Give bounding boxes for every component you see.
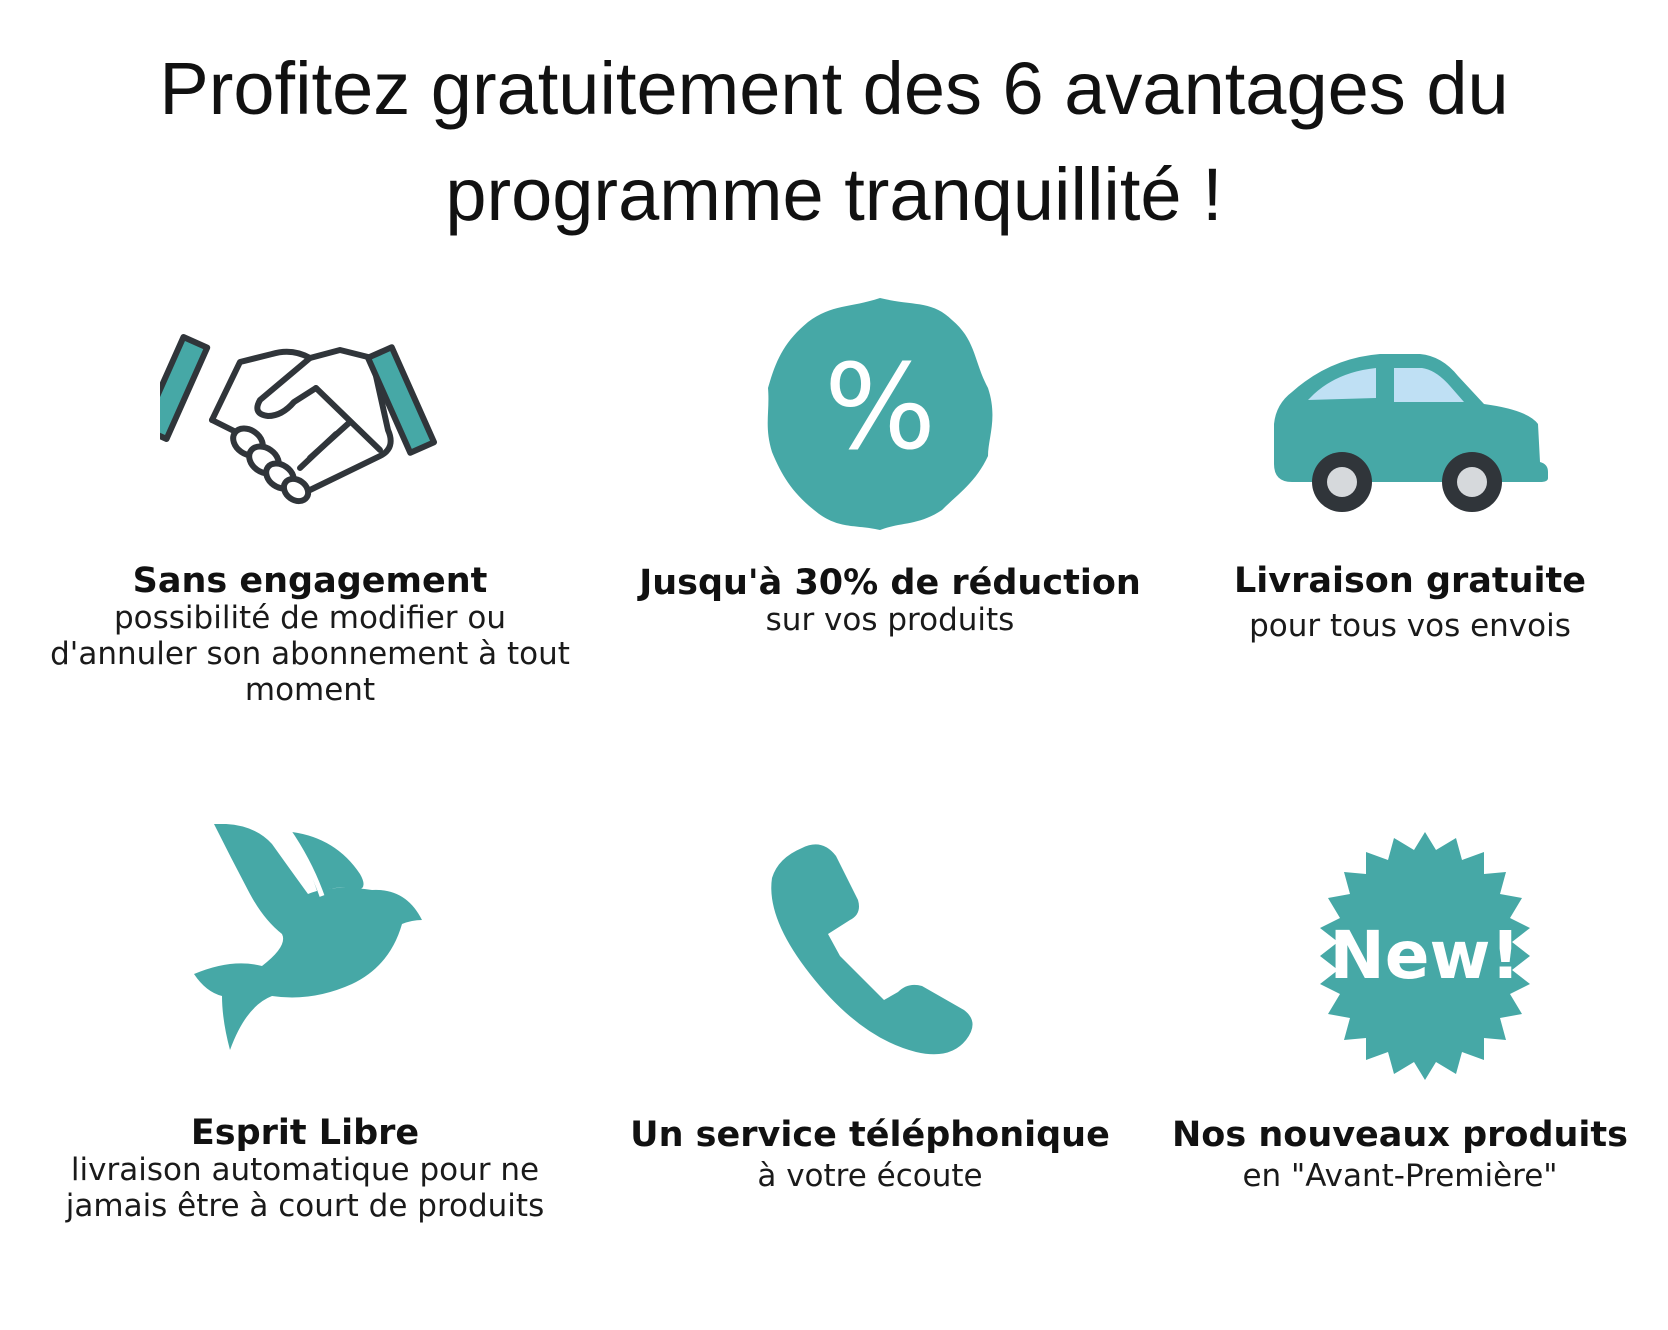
benefit-title: Sans engagement [132, 561, 488, 601]
benefit-esprit-libre: Esprit Libre livraison automatique pour … [40, 1114, 570, 1224]
page-title-line-2: programme tranquillité ! [445, 153, 1223, 236]
benefit-title: Esprit Libre [190, 1113, 420, 1153]
benefit-livraison-gratuite: Livraison gratuite pour tous vos envois [1160, 562, 1660, 644]
benefit-service-telephonique: Un service téléphonique à votre écoute [600, 1116, 1140, 1194]
percent-symbol: % [824, 338, 936, 476]
benefit-reduction: Jusqu'à 30% de réduction sur vos produit… [620, 564, 1160, 638]
benefit-description: livraison automatique pour ne jamais êtr… [65, 1152, 545, 1224]
page-title: Profitez gratuitement des 6 avantages du… [84, 36, 1584, 248]
benefit-sans-engagement: Sans engagement possibilité de modifier … [30, 562, 590, 708]
bird-icon [192, 824, 442, 1054]
handshake-icon [160, 330, 450, 510]
benefit-description: sur vos produits [765, 602, 1015, 638]
benefit-title: Livraison gratuite [1233, 561, 1587, 601]
page-title-line-1: Profitez gratuitement des 6 avantages du [159, 47, 1509, 130]
new-badge-text: New! [1329, 917, 1520, 994]
benefit-description: pour tous vos envois [1249, 608, 1571, 644]
car-icon [1272, 352, 1550, 514]
benefit-description: en "Avant-Première" [1242, 1158, 1558, 1194]
benefit-title: Un service téléphonique [630, 1115, 1110, 1155]
percent-badge-icon: % [762, 296, 998, 532]
benefit-description: possibilité de modifier ou d'annuler son… [50, 600, 570, 708]
phone-icon [766, 842, 976, 1056]
benefit-nouveaux-produits: Nos nouveaux produits en "Avant-Première… [1140, 1116, 1660, 1194]
benefit-description: à votre écoute [757, 1158, 983, 1194]
new-badge-icon: New! [1300, 832, 1550, 1082]
benefit-title: Nos nouveaux produits [1172, 1115, 1628, 1155]
benefit-title: Jusqu'à 30% de réduction [639, 563, 1141, 603]
